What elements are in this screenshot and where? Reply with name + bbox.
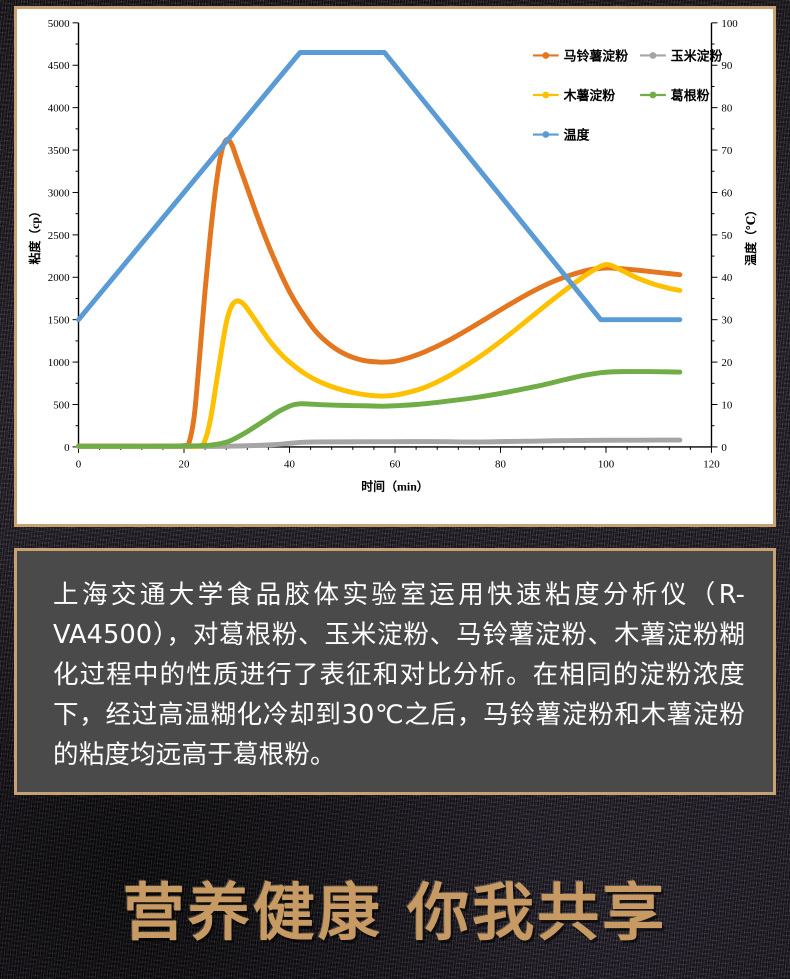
legend-label-玉米淀粉: 玉米淀粉 xyxy=(671,48,723,63)
legend-marker-玉米淀粉 xyxy=(649,52,657,59)
chart-panel: 0 500 1000 1500 2000 2500 3000 3500 4000 4500 5000… xyxy=(14,6,776,527)
y-tick-label: 1500 xyxy=(48,315,70,327)
y2-tick-label: 30 xyxy=(721,315,732,327)
legend-label-温度: 温度 xyxy=(564,128,590,143)
y-tick-label: 2500 xyxy=(48,230,70,242)
x-tick-label: 120 xyxy=(703,459,720,471)
x-tick-label: 20 xyxy=(179,459,190,471)
description-text: 上海交通大学食品胶体实验室运用快速粘度分析仪（R-VA4500），对葛根粉、玉米… xyxy=(53,580,745,770)
legend-marker-温度 xyxy=(542,131,550,138)
y2-tick-label: 40 xyxy=(721,272,732,284)
y-tick-label: 4500 xyxy=(48,60,70,72)
y2-axis-label: 温度（℃） xyxy=(744,204,758,266)
series-5 xyxy=(76,50,683,323)
legend-marker-马铃薯淀粉 xyxy=(542,52,550,59)
y2-tick-label: 80 xyxy=(721,103,732,115)
y-tick-label: 3500 xyxy=(48,145,70,157)
rva-viscosity-chart: 0500100015002000250030003500400045005000… xyxy=(28,18,758,494)
y2-tick-label: 70 xyxy=(721,145,732,157)
y-tick-label: 2000 xyxy=(48,272,70,284)
y-axis-label: 粘度（cp） xyxy=(28,205,42,264)
x-tick-label: 60 xyxy=(390,459,401,471)
headline-slogan: 营养健康 你我共享 xyxy=(122,876,668,949)
y-tick-label: 5000 xyxy=(48,18,70,30)
series-1 xyxy=(76,136,683,449)
y2-tick-label: 20 xyxy=(721,357,732,369)
plot-area: 0500100015002000250030003500400045005000… xyxy=(28,18,758,494)
x-axis-label: 时间（min） xyxy=(361,479,428,493)
x-tick-label: 40 xyxy=(284,459,295,471)
description-panel: 上海交通大学食品胶体实验室运用快速粘度分析仪（R-VA4500），对葛根粉、玉米… xyxy=(14,548,776,795)
y2-tick-label: 10 xyxy=(721,399,732,411)
legend-marker-葛根粉 xyxy=(649,91,657,99)
legend-marker-木薯淀粉 xyxy=(542,91,550,99)
y-tick-label: 3000 xyxy=(48,187,70,199)
series-3 xyxy=(76,262,683,450)
y2-tick-label: 50 xyxy=(721,230,732,242)
y-tick-label: 0 xyxy=(64,442,70,454)
y2-tick-label: 100 xyxy=(721,18,738,30)
x-tick-label: 100 xyxy=(598,459,615,471)
y-tick-label: 1000 xyxy=(48,357,70,369)
x-tick-label: 80 xyxy=(495,459,506,471)
legend-label-木薯淀粉: 木薯淀粉 xyxy=(563,88,616,103)
series-4 xyxy=(76,369,683,449)
y2-tick-label: 0 xyxy=(721,442,727,454)
x-tick-label: 0 xyxy=(76,459,82,471)
y2-tick-label: 90 xyxy=(721,60,732,72)
legend-label-葛根粉: 葛根粉 xyxy=(670,88,710,103)
y-tick-label: 4000 xyxy=(48,103,70,115)
y-tick-label: 500 xyxy=(53,399,70,411)
legend-label-马铃薯淀粉: 马铃薯淀粉 xyxy=(564,48,629,63)
series-2 xyxy=(76,437,683,449)
y2-tick-label: 60 xyxy=(721,187,732,199)
